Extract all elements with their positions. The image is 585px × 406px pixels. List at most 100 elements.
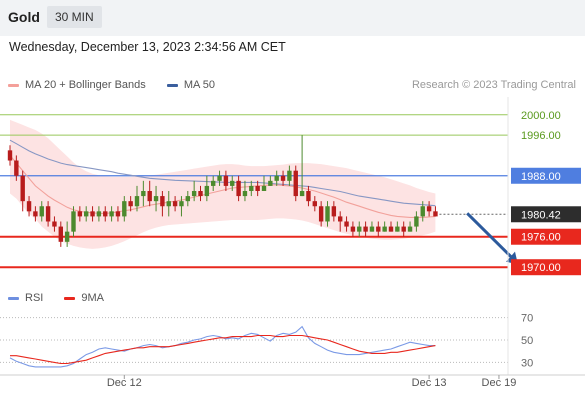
level-label-1976.00: 1976.00	[521, 232, 561, 244]
candle	[14, 155, 19, 181]
candle	[433, 206, 438, 217]
symbol-title: Gold	[8, 9, 40, 25]
candle-body	[160, 196, 165, 207]
candle-body	[369, 226, 375, 232]
x-tick-label: Dec 19	[482, 377, 517, 389]
candle	[299, 135, 305, 197]
candle-body	[58, 226, 63, 242]
candle-body	[388, 226, 394, 232]
candle-body	[401, 226, 406, 232]
candle-body	[204, 185, 210, 197]
candle-body	[20, 175, 25, 202]
candle-body	[287, 170, 292, 181]
copyright-text: Research © 2023 Trading Central	[411, 79, 576, 91]
candle-body	[128, 201, 133, 207]
candle	[261, 175, 267, 191]
candle	[77, 206, 83, 222]
candle	[90, 206, 95, 222]
candle	[249, 180, 254, 197]
main-legend: MA 20 + Bollinger Bands MA 50	[8, 79, 233, 91]
top-bar: Gold 30 MIN	[0, 0, 585, 36]
candle	[109, 206, 114, 222]
level-label-1996.00: 1996.00	[521, 130, 561, 142]
candle-body	[217, 175, 222, 181]
candle	[52, 216, 57, 232]
candle	[179, 196, 184, 217]
candle-body	[357, 226, 362, 232]
rsi-tick-label: 30	[521, 357, 533, 369]
candle	[217, 170, 222, 186]
candle-body	[45, 206, 51, 222]
candle	[198, 185, 203, 202]
rsi-line	[9, 325, 436, 368]
candle	[350, 221, 356, 237]
legend-ma50: MA 50	[166, 79, 216, 91]
candle	[160, 191, 165, 217]
candle	[369, 221, 375, 232]
candle	[318, 201, 324, 227]
candle-body	[166, 201, 171, 207]
candle-body	[325, 206, 330, 222]
level-label-bg-1988.00	[511, 167, 581, 184]
candle	[147, 180, 152, 207]
level-label-bg-1970.00	[511, 259, 581, 276]
candle	[223, 170, 229, 191]
candle	[312, 196, 317, 212]
candle-body	[211, 180, 216, 186]
candle-body	[249, 185, 254, 191]
level-label-2000.00: 2000.00	[521, 110, 561, 122]
candle-body	[185, 196, 190, 202]
candle	[407, 221, 413, 232]
candle-body	[147, 191, 152, 202]
candle	[191, 180, 197, 202]
candle-body	[223, 175, 229, 186]
candle-body	[426, 206, 432, 212]
legend-9ma-swatch	[64, 296, 76, 300]
candle	[204, 175, 210, 202]
candle	[33, 206, 38, 222]
candle-body	[64, 231, 70, 242]
candle-body	[407, 226, 413, 232]
legend-9ma: 9MA	[64, 292, 104, 304]
candle-body	[198, 191, 203, 197]
candle-body	[268, 180, 273, 186]
candle-body	[77, 211, 83, 217]
candle	[357, 221, 362, 237]
ma50-line	[9, 139, 436, 207]
x-tick-label: Dec 13	[412, 377, 447, 389]
candle-body	[242, 191, 248, 197]
timeframe-button[interactable]: 30 MIN	[47, 6, 102, 28]
candle	[211, 175, 216, 191]
candle-body	[134, 196, 140, 207]
level-label-bg-1976.00	[511, 228, 581, 245]
candle-body	[338, 216, 343, 222]
candle	[96, 206, 102, 222]
x-tick-label: Dec 12	[107, 377, 142, 389]
legend-ma50-label: MA 50	[183, 79, 216, 91]
candle	[122, 196, 127, 222]
candle	[103, 206, 108, 222]
candle	[230, 175, 235, 191]
candle-body	[172, 201, 178, 207]
candle-body	[236, 180, 241, 197]
candle-body	[103, 211, 108, 217]
candle	[141, 180, 146, 207]
candle-body	[115, 211, 121, 217]
candle-body	[312, 201, 317, 207]
candle-body	[179, 201, 184, 207]
legend-rsi-label: RSI	[25, 292, 44, 304]
candle-body	[90, 211, 95, 217]
candle	[45, 201, 51, 227]
current-price-label: 1980.42	[521, 209, 561, 221]
candle-body	[230, 180, 235, 186]
candle	[388, 221, 394, 232]
legend-rsi: RSI	[8, 292, 43, 304]
legend-ma20-label: MA 20 + Bollinger Bands	[25, 79, 146, 91]
rsi-9ma-line	[10, 334, 436, 365]
candle-body	[109, 211, 114, 217]
candle-body	[141, 191, 146, 197]
candle-body	[14, 160, 19, 176]
candle	[331, 201, 337, 222]
candle	[71, 206, 76, 237]
